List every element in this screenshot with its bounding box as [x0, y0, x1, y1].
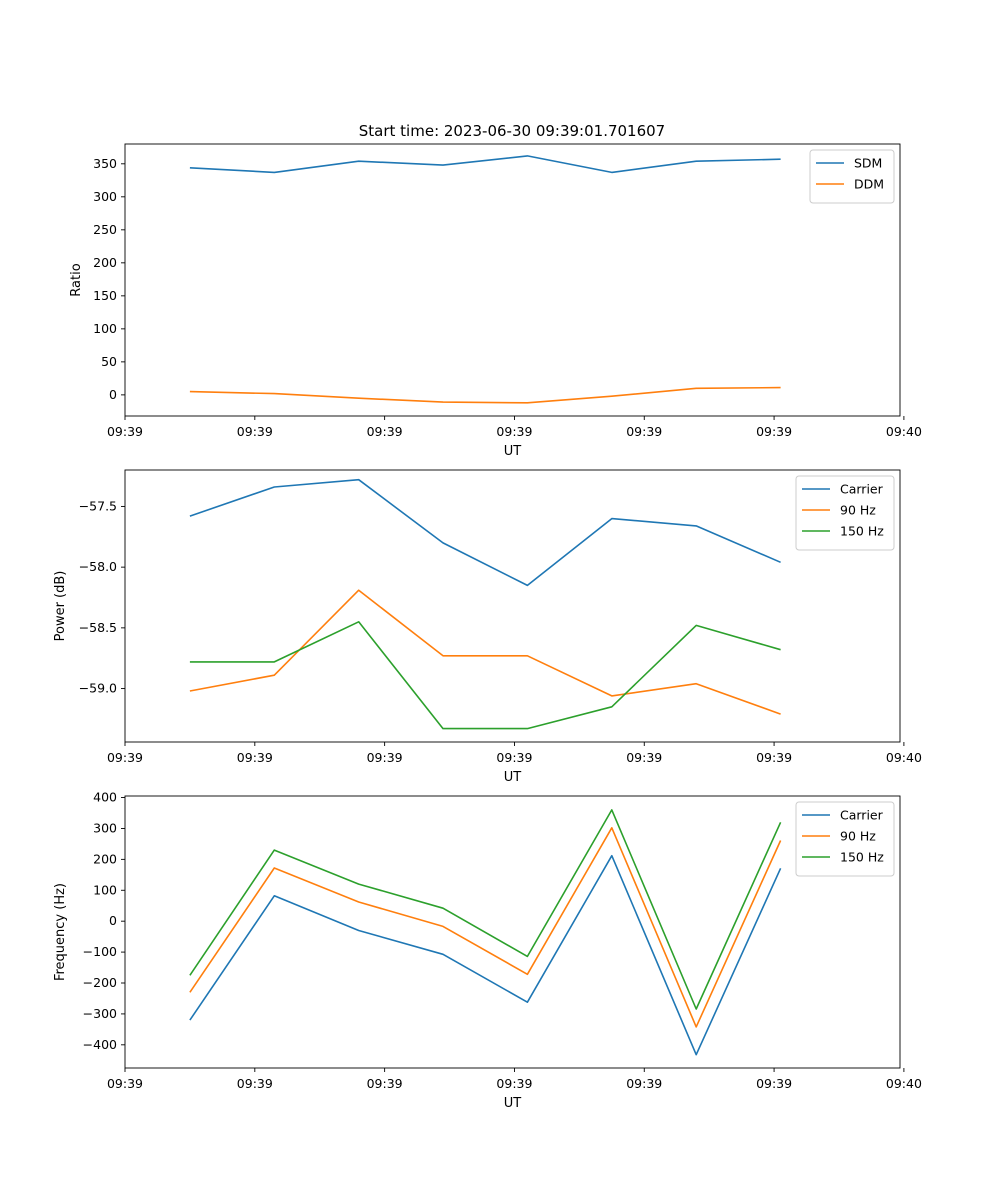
x-tick-label: 09:39 — [626, 424, 662, 439]
x-tick-label: 09:39 — [626, 1076, 662, 1091]
legend: SDM DDM — [809, 149, 895, 204]
y-tick-label: 400 — [93, 790, 117, 805]
x-tick-label: 09:39 — [756, 1076, 792, 1091]
y-tick-label: 300 — [93, 189, 117, 204]
x-tick-label: 09:39 — [107, 1076, 143, 1091]
x-tick-label: 09:39 — [237, 750, 273, 765]
legend-label: Carrier — [840, 808, 884, 823]
y-tick-label: 350 — [93, 156, 117, 171]
series-line-150-hz — [189, 809, 782, 1010]
y-tick-label: −400 — [83, 1037, 117, 1052]
y-axis-label: Ratio — [69, 263, 84, 296]
legend-label: SDM — [854, 156, 882, 171]
series-line-90-hz — [189, 826, 782, 1028]
x-tick-label: 09:39 — [237, 424, 273, 439]
x-tick-label: 09:39 — [756, 750, 792, 765]
x-tick-label: 09:39 — [237, 1076, 273, 1091]
x-axis-label: UT — [504, 770, 522, 785]
y-tick-label: −58.0 — [79, 559, 117, 574]
series-line-90-hz — [189, 589, 781, 715]
x-tick-label: 09:39 — [626, 750, 662, 765]
y-tick-label: −200 — [83, 975, 117, 990]
y-tick-label: 100 — [93, 882, 117, 897]
y-tick-label: −300 — [83, 1006, 117, 1021]
x-tick-label: 09:39 — [496, 424, 532, 439]
y-tick-label: −57.5 — [79, 498, 117, 513]
y-tick-label: 50 — [101, 354, 117, 369]
x-tick-label: 09:40 — [886, 750, 922, 765]
series-line-sdm — [189, 155, 781, 174]
legend-label: 90 Hz — [840, 503, 876, 518]
y-tick-label: 150 — [93, 288, 117, 303]
x-tick-label: 09:39 — [367, 750, 403, 765]
legend: Carrier 90 Hz 150 Hz — [795, 475, 895, 551]
y-tick-label: −58.5 — [79, 620, 117, 635]
y-tick-label: 300 — [93, 820, 117, 835]
chart-panel-3: −400 −300 −200 −100 0 100 200 300 400 09:39 09:39 0… — [53, 790, 922, 1111]
legend-label: 150 Hz — [840, 524, 884, 539]
legend: Carrier 90 Hz 150 Hz — [795, 801, 895, 877]
y-tick-label: −59.0 — [79, 681, 117, 696]
legend-label: DDM — [854, 177, 884, 192]
y-tick-label: 200 — [93, 255, 117, 270]
y-tick-label: 200 — [93, 851, 117, 866]
chart-panel-2: −57.5 −58.0 −58.5 −59.0 09:39 09:39 09:39 09:39… — [53, 469, 922, 785]
x-tick-label: 09:40 — [886, 1076, 922, 1091]
y-axis-label: Power (dB) — [53, 571, 68, 642]
plot-frame — [124, 143, 901, 417]
series-line-carrier — [189, 854, 782, 1056]
x-tick-label: 09:39 — [107, 750, 143, 765]
x-axis-label: UT — [504, 444, 522, 459]
y-tick-label: 100 — [93, 321, 117, 336]
plot-frame — [124, 795, 901, 1069]
x-tick-label: 09:39 — [496, 1076, 532, 1091]
y-tick-label: 0 — [109, 387, 117, 402]
y-axis-label: Frequency (Hz) — [53, 883, 68, 981]
series-line-150-hz — [189, 620, 781, 730]
legend-label: 150 Hz — [840, 850, 884, 865]
y-tick-label: −100 — [83, 944, 117, 959]
series-line-ddm — [189, 386, 781, 404]
legend-label: Carrier — [840, 482, 884, 497]
x-axis-label: UT — [504, 1096, 522, 1111]
x-tick-label: 09:39 — [107, 424, 143, 439]
series-line-carrier — [189, 478, 781, 587]
x-tick-label: 09:39 — [367, 1076, 403, 1091]
plot-frame — [124, 469, 901, 743]
legend-label: 90 Hz — [840, 829, 876, 844]
chart-title: Start time: 2023-06-30 09:39:01.701607 — [359, 122, 665, 140]
y-tick-label: 250 — [93, 222, 117, 237]
chart-panel-1: 0 50 100 150 200 250 300 350 09:39 09:39 09:39 09:3… — [69, 143, 922, 459]
y-tick-label: 0 — [109, 913, 117, 928]
x-tick-label: 09:39 — [496, 750, 532, 765]
x-tick-label: 09:39 — [367, 424, 403, 439]
x-tick-label: 09:40 — [886, 424, 922, 439]
x-tick-label: 09:39 — [756, 424, 792, 439]
